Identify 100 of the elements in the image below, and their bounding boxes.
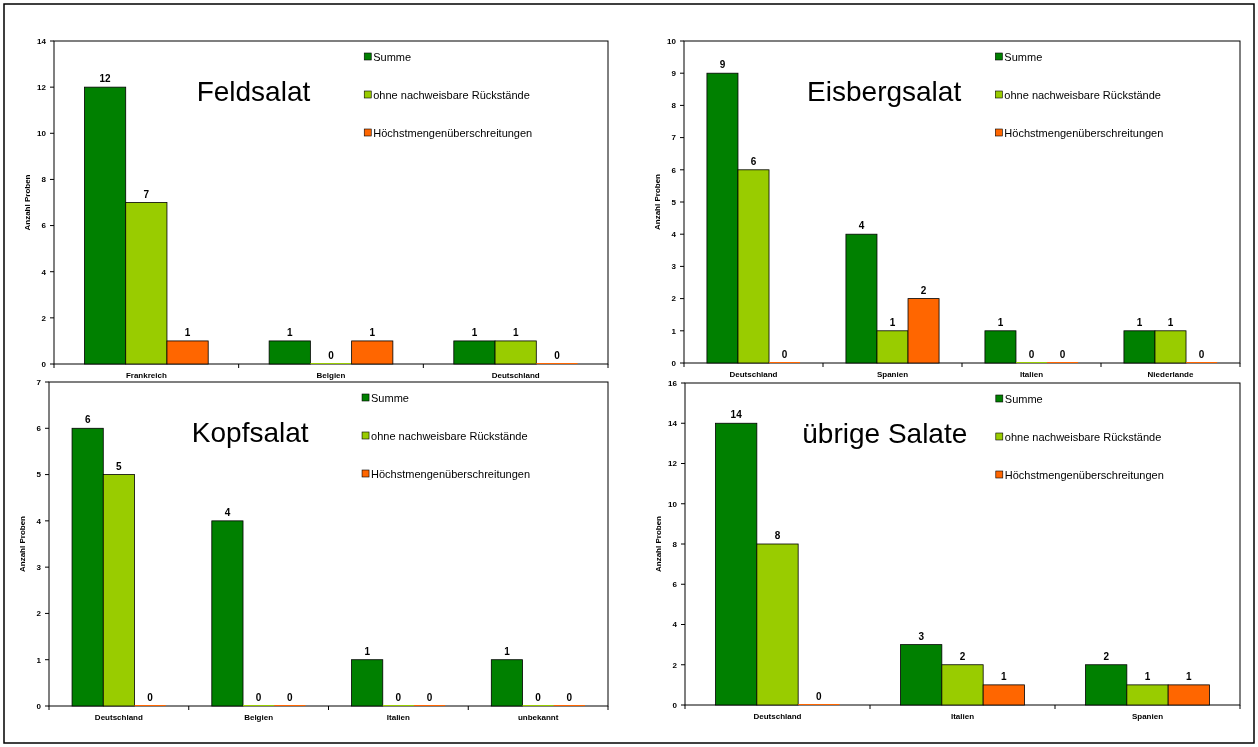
y-tick-label: 10 xyxy=(37,129,47,139)
y-tick-label: 0 xyxy=(672,700,678,710)
y-tick-label: 3 xyxy=(36,562,42,572)
y-tick-label: 0 xyxy=(36,701,42,711)
data-label: 3 xyxy=(918,630,925,642)
y-tick-label: 16 xyxy=(668,378,678,388)
y-axis-title: Anzahl Proben xyxy=(23,174,32,231)
data-label: 1 xyxy=(889,316,896,328)
data-label: 0 xyxy=(255,692,262,703)
x-tick-label: Italien xyxy=(386,713,411,722)
data-label: 0 xyxy=(1059,349,1066,360)
data-label: 2 xyxy=(1103,650,1110,662)
x-tick-label: Belgien xyxy=(244,713,274,722)
legend-label: Höchstmengenüberschreitungen xyxy=(373,126,533,139)
y-tick-label: 2 xyxy=(36,609,42,619)
data-label: 0 xyxy=(287,692,294,703)
text: Kopfsalat xyxy=(191,417,309,448)
y-tick-label: 2 xyxy=(41,313,47,323)
y-tick-label: 4 xyxy=(671,230,677,239)
y-tick-label: 2 xyxy=(671,294,677,304)
legend-label: Summe xyxy=(1004,50,1043,63)
legend-label: Summe xyxy=(1004,392,1043,405)
text: übrige Salate xyxy=(802,418,968,449)
y-tick-label: 0 xyxy=(671,358,677,368)
y-tick-label: 9 xyxy=(671,69,677,78)
data-label: 0 xyxy=(816,691,823,702)
data-label: 0 xyxy=(1028,349,1035,360)
y-tick-label: 7 xyxy=(36,377,42,387)
y-tick-label: 8 xyxy=(672,539,678,549)
y-tick-label: 4 xyxy=(41,267,47,277)
text: Eisbergsalat xyxy=(807,76,962,107)
legend-label: ohne nachweisbare Rückstände xyxy=(1004,88,1161,101)
y-tick-label: 8 xyxy=(671,101,677,111)
y-tick-label: 12 xyxy=(668,459,678,469)
data-label: 8 xyxy=(774,530,781,541)
data-label: 1 xyxy=(504,645,511,657)
data-label: 14 xyxy=(730,409,743,421)
y-tick-label: 10 xyxy=(667,36,677,46)
data-label: 0 xyxy=(328,350,335,361)
data-label: 0 xyxy=(395,692,402,703)
y-tick-label: 10 xyxy=(668,499,678,509)
x-tick-label: Deutschland xyxy=(94,713,143,722)
legend-label: Summe xyxy=(373,50,412,63)
text: Feldsalat xyxy=(196,76,311,107)
data-label: 0 xyxy=(147,692,154,703)
x-tick-label: Deutschland xyxy=(491,371,540,380)
data-label: 0 xyxy=(566,692,573,703)
data-label: 0 xyxy=(781,349,788,360)
y-tick-label: 14 xyxy=(668,419,678,429)
y-tick-label: 2 xyxy=(672,660,678,670)
y-tick-label: 14 xyxy=(37,36,47,46)
x-tick-label: Belgien xyxy=(316,371,346,380)
data-label: 9 xyxy=(719,59,726,71)
y-tick-label: 6 xyxy=(41,221,47,231)
legend-label: Summe xyxy=(371,391,409,404)
data-label: 0 xyxy=(1198,349,1205,360)
y-tick-label: 6 xyxy=(672,580,678,590)
data-label: 5 xyxy=(116,460,123,472)
data-label: 4 xyxy=(224,506,231,518)
legend-label: Höchstmengenüberschreitungen xyxy=(371,467,531,480)
y-tick-label: 7 xyxy=(671,133,677,143)
legend-label: ohne nachweisbare Rückstände xyxy=(373,88,530,101)
data-label: 2 xyxy=(920,284,927,296)
data-label: 7 xyxy=(143,188,150,200)
data-label: 6 xyxy=(84,414,91,426)
data-label: 1 xyxy=(369,326,376,338)
legend-label: Höchstmengenüberschreitungen xyxy=(1004,468,1164,481)
data-label: 1 xyxy=(1167,316,1174,328)
x-tick-label: Italien xyxy=(1019,370,1044,379)
y-tick-label: 5 xyxy=(671,197,677,207)
data-label: 12 xyxy=(99,73,112,85)
y-axis-title: Anzahl Proben xyxy=(653,173,662,231)
y-tick-label: 4 xyxy=(672,620,678,630)
x-tick-label: Spanien xyxy=(1131,712,1164,721)
legend-label: ohne nachweisbare Rückstände xyxy=(1004,430,1162,443)
data-label: 1 xyxy=(1144,670,1151,682)
x-tick-label: Italien xyxy=(950,712,975,721)
data-label: 1 xyxy=(364,645,371,657)
y-axis-title: Anzahl Proben xyxy=(18,515,27,573)
data-label: 1 xyxy=(471,326,478,338)
y-tick-label: 5 xyxy=(36,470,42,480)
data-label: 1 xyxy=(1136,316,1143,328)
y-axis-title: Anzahl Proben xyxy=(654,515,663,573)
data-label: 1 xyxy=(286,326,293,338)
data-label: 1 xyxy=(1001,670,1008,682)
y-tick-label: 1 xyxy=(671,326,677,336)
x-tick-label: Deutschland xyxy=(753,712,802,721)
x-tick-label: Niederlande xyxy=(1147,370,1194,379)
x-tick-label: Frankreich xyxy=(125,371,167,380)
legend-label: ohne nachweisbare Rückstände xyxy=(371,429,528,442)
y-tick-label: 8 xyxy=(41,175,47,185)
data-label: 1 xyxy=(997,316,1004,328)
data-label: 6 xyxy=(750,155,757,167)
data-label: 1 xyxy=(1186,670,1193,682)
legend-label: Höchstmengenüberschreitungen xyxy=(1004,126,1164,139)
y-tick-label: 3 xyxy=(671,262,677,272)
data-label: 4 xyxy=(858,220,865,232)
y-tick-label: 6 xyxy=(36,424,42,434)
data-label: 1 xyxy=(184,326,191,338)
data-label: 2 xyxy=(959,650,966,662)
